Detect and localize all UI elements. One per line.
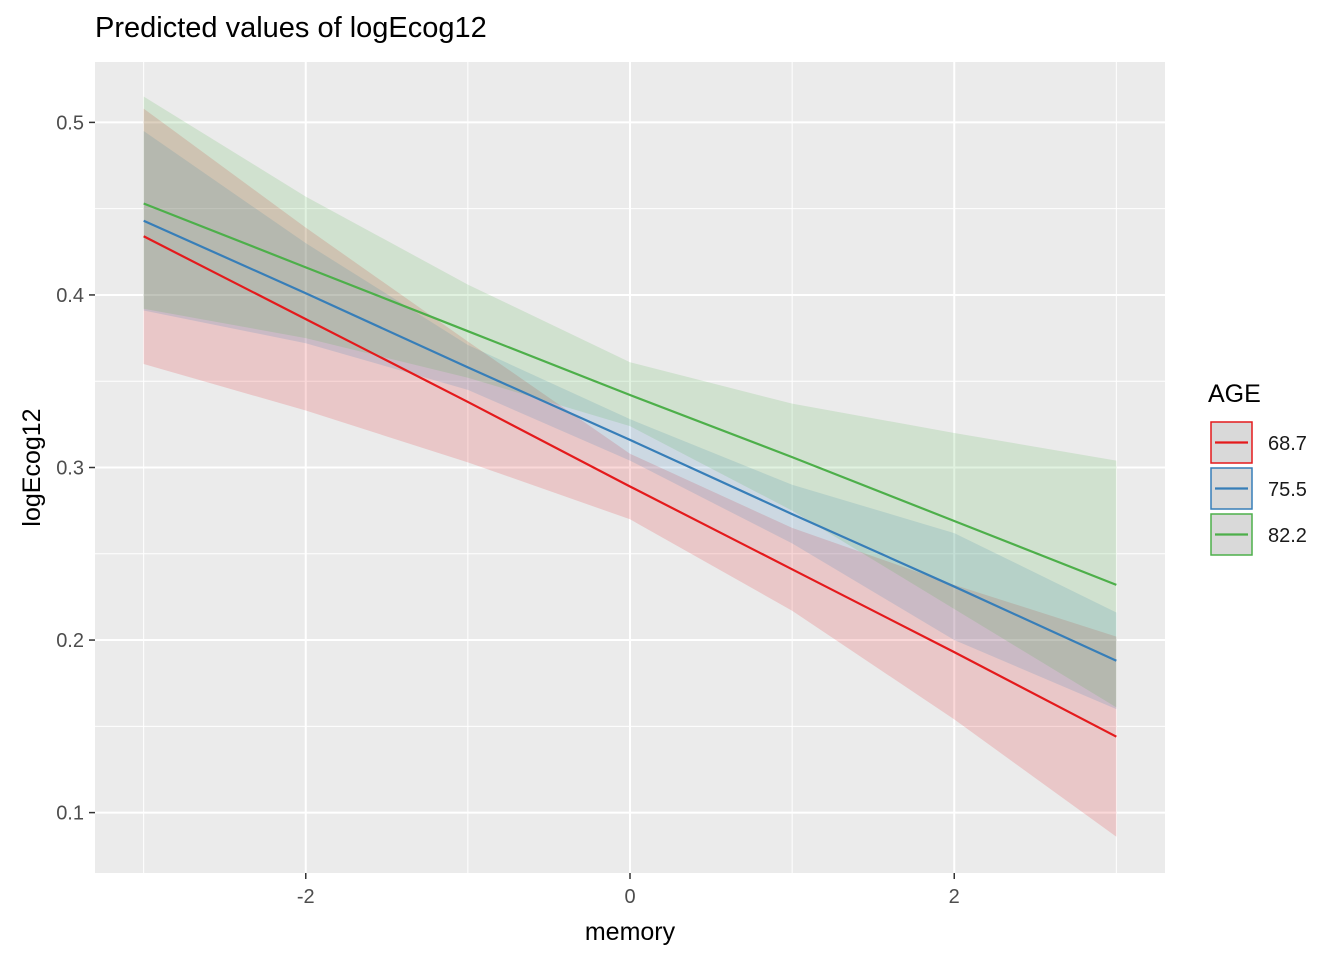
x-tick-label: 2 (949, 886, 960, 908)
x-axis-title: memory (585, 918, 676, 946)
legend-label: 75.5 (1268, 479, 1307, 501)
legend-label: 82.2 (1268, 525, 1307, 547)
series-line-2 (143, 219, 1117, 662)
x-tick-label: 0 (624, 886, 635, 908)
y-tick-label: 0.1 (56, 803, 84, 825)
ci-band-1 (143, 108, 1117, 837)
y-axis-title: logEcog12 (18, 408, 46, 526)
ci-band-2 (143, 131, 1117, 710)
chart-title: Predicted values of logEcog12 (95, 12, 487, 44)
ci-band-3 (143, 96, 1117, 708)
y-tick-label: 0.4 (56, 285, 84, 307)
legend-label: 68.7 (1268, 433, 1307, 455)
series-line-3 (143, 202, 1117, 586)
y-tick-label: 0.2 (56, 630, 84, 652)
x-tick-label: -2 (297, 886, 315, 908)
series-line-1 (143, 235, 1117, 738)
legend-title: AGE (1208, 380, 1261, 408)
y-tick-label: 0.3 (56, 458, 84, 480)
y-tick-label: 0.5 (56, 112, 84, 134)
